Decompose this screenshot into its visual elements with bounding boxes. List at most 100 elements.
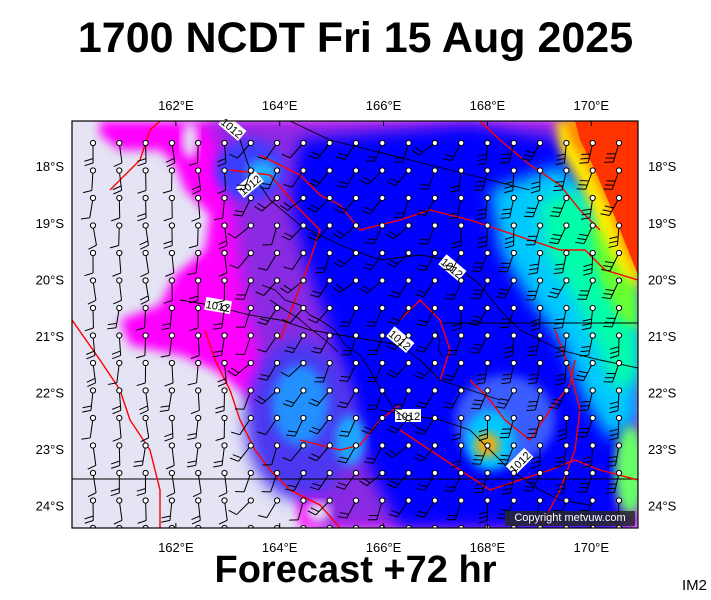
wind-barb [502,469,517,495]
wind-barb [352,524,360,528]
wind-barb [364,442,386,464]
wind-barb [553,304,570,329]
wind-barb [549,194,570,218]
wind-barb [478,414,491,442]
wind-barb [234,387,254,410]
wind-barb [137,139,149,167]
wind-barb [499,304,517,329]
wind-barb [605,469,623,494]
wind-barb [311,332,333,354]
wind-barb [554,442,570,468]
wind-barb [583,249,596,276]
wind-barb [113,497,123,525]
wind-barb [212,332,228,358]
wind-barb [367,497,386,521]
wind-barb [191,194,202,222]
wind-barb [528,249,544,275]
wind-barb [308,442,333,462]
wind-barb [386,414,412,434]
wind-barb [280,359,307,378]
wind-barb [235,304,254,328]
wind-barb [577,277,596,300]
wind-barb [548,222,570,245]
wind-barb [576,167,596,190]
wind-barb [165,139,176,168]
wind-barb [217,359,228,387]
wind-barb [87,469,97,498]
wind-barb [442,359,465,381]
wind-barb [526,414,544,439]
wind-barb [257,304,281,326]
wind-barb [470,387,491,410]
wind-barb [300,524,307,528]
wind-barb [580,194,596,220]
wind-barb [84,249,97,277]
wind-barb [341,332,360,356]
wind-barb [388,304,412,325]
wind-barb [281,222,307,241]
wind-barb [411,139,438,156]
wind-barb [332,222,360,239]
wind-barb [431,524,438,528]
wind-barb [274,524,281,528]
wind-barb [81,414,97,440]
wind-barb [503,332,517,359]
lat-label-right: 21°S [648,329,677,344]
wind-barb [385,222,412,240]
wind-barb [308,414,333,435]
wind-barb [235,167,254,191]
wind-barb [259,167,281,190]
wind-barb [473,167,491,192]
wind-barb [553,167,570,192]
wind-barb [84,497,97,524]
wind-barb [414,277,438,298]
wind-barb [365,304,386,327]
wind-barb [280,277,307,294]
wind-barb [84,304,97,332]
lon-label-bottom: 166°E [366,540,402,555]
wind-barb [416,249,438,272]
wind-barb [334,194,360,214]
wind-barb [579,387,596,412]
wind-barb [281,304,307,324]
wind-barb [603,304,623,328]
wind-barb [188,222,202,249]
wind-barb [164,359,175,387]
wind-barb [190,387,202,415]
wind-barb [217,139,228,167]
wind-barb [609,332,623,359]
wind-barb [413,359,438,380]
wind-barb [229,442,254,462]
wind-barb [470,277,491,300]
wind-barb [187,249,202,276]
wind-barb [308,139,333,160]
axis-labels: 162°E 162°E 164°E 164°E 166°E 166°E 168°E 168°E… [36,98,677,555]
wind-barb [367,332,386,356]
wind-barb [477,222,491,249]
wind-barb [338,414,360,437]
lon-label-top: 168°E [470,98,506,113]
wind-barb [255,277,281,296]
wind-barb [84,139,97,167]
wind-barb [257,332,281,353]
map-title: 1700 NCDT Fri 15 Aug 2025 [77,14,634,62]
wind-barb [495,277,517,299]
wind-barb [563,524,570,528]
wind-barb [335,469,360,490]
wind-barb [112,414,123,442]
wind-barb [235,469,254,493]
wind-barb [307,194,333,213]
wind-barb [233,194,254,217]
wind-barb [256,139,281,160]
wind-barb [247,524,254,528]
wind-barb [107,304,123,330]
wind-barb [80,194,97,220]
wind-barb [499,414,517,439]
lat-label-right: 23°S [648,442,677,457]
wind-barb [88,222,97,250]
wind-barb [339,359,360,382]
wind-barb [609,414,623,441]
wind-barb [337,442,360,464]
wind-barbs [80,139,623,528]
